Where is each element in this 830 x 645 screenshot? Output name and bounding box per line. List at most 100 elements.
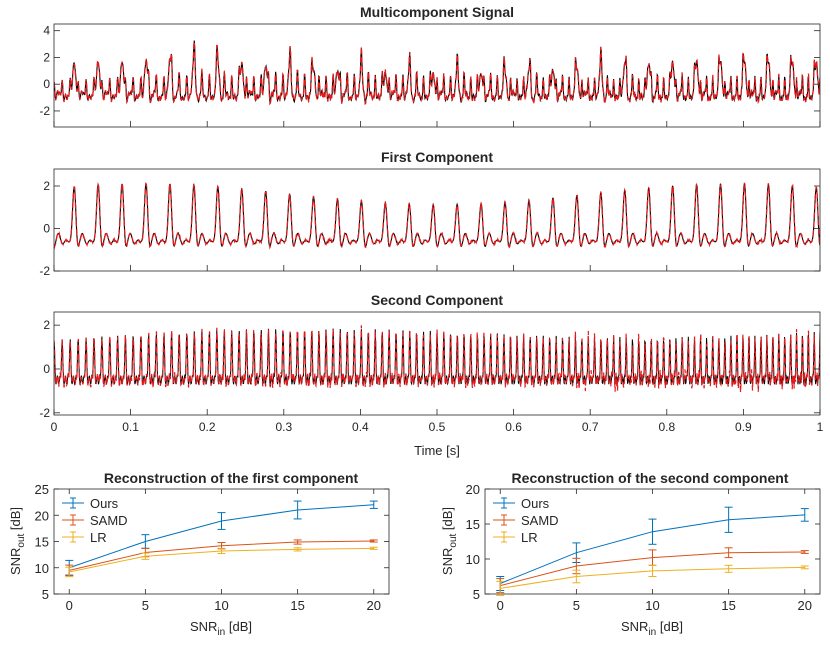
xlabel-snr-second: SNRin [dB] <box>621 619 683 638</box>
yticks-second: 2 0 -2 <box>39 318 820 420</box>
ytick-label: 0 <box>43 222 50 236</box>
errorbar-samd <box>800 550 809 554</box>
ytick-label: 2 <box>43 179 50 193</box>
xlabel-main: SNR <box>190 619 217 634</box>
series-reconstruction-first <box>54 181 820 250</box>
snr-ytick-label: 5 <box>42 587 49 602</box>
snr-ytick-label: 20 <box>35 508 49 523</box>
errorbar-lr <box>724 564 733 573</box>
ylabel-snr-first: SNRout [dB] <box>8 507 27 575</box>
yticks-first: 2 0 -2 <box>39 179 821 278</box>
axes-box-first <box>53 168 821 272</box>
ytick-label: 2 <box>43 50 50 64</box>
errorbar-lr <box>800 565 809 570</box>
series-reference-first <box>54 183 820 248</box>
errorbar-ours <box>724 506 733 533</box>
snr-ytick-label: 20 <box>466 482 480 497</box>
errorbar-ours <box>648 518 657 545</box>
errorbar-samd <box>724 547 733 559</box>
snr-ytick-label: 15 <box>466 517 480 532</box>
ylabel-unit: [dB] <box>440 507 455 534</box>
errorbar-ours <box>369 500 378 509</box>
xlabel-snr-first: SNRin [dB] <box>190 619 252 638</box>
panel-snr-first: Reconstruction of the first component 25… <box>8 470 390 638</box>
snr-first-marks: 25 20 15 10 5 0 5 10 15 20 Ours SAMD LR <box>35 482 389 613</box>
yticks-multicomponent: 4 2 0 -2 <box>39 24 821 127</box>
errorbar-samd <box>369 539 378 543</box>
snr-xtick-label: 0 <box>66 598 73 613</box>
xtick-label: 0.1 <box>122 420 139 434</box>
errorbar-lr <box>369 546 378 550</box>
title-first-component: First Component <box>381 149 493 165</box>
errorbar-lr <box>648 564 657 577</box>
ylabel-main: SNR <box>440 548 455 575</box>
xtick-label: 0.2 <box>199 420 216 434</box>
panel-snr-second: Reconstruction of the second component 2… <box>440 470 821 638</box>
errorbar-lr <box>293 547 302 552</box>
ytick-label: -2 <box>39 406 50 420</box>
panel-multicomponent: Multicomponent Signal 4 2 0 -2 <box>39 4 821 128</box>
errorbar-ours <box>217 512 226 530</box>
legend-label-samd: SAMD <box>90 513 128 528</box>
legend-label-samd: SAMD <box>521 513 559 528</box>
errorbar-ours <box>141 534 150 549</box>
snr-ytick-label: 5 <box>473 587 480 602</box>
ytick-label: -2 <box>39 264 50 278</box>
series-reconstruction-second <box>54 325 820 393</box>
errorbar-lr <box>572 569 581 584</box>
ylabel-snr-second: SNRout [dB] <box>440 507 459 575</box>
xticks-time: 0 0.1 0.2 0.3 0.4 0.5 0.6 0.7 0.8 0.9 1 <box>51 409 824 434</box>
errorbar-samd <box>293 539 302 545</box>
errorbar-lr <box>65 566 74 578</box>
xtick-label: 0.5 <box>429 420 446 434</box>
ytick-label: -2 <box>39 104 50 118</box>
snr-xtick-label: 15 <box>721 598 735 613</box>
snr-ytick-label: 10 <box>35 561 49 576</box>
snr-xtick-label: 5 <box>573 598 580 613</box>
xtick-label: 0.6 <box>505 420 522 434</box>
xtick-label: 1 <box>817 420 824 434</box>
errorbar-lr <box>217 547 226 555</box>
xtick-label: 0 <box>51 420 58 434</box>
panel-first-component: First Component 2 0 -2 <box>39 149 821 278</box>
snr-xtick-label: 15 <box>290 598 304 613</box>
xtick-label: 0.4 <box>352 420 369 434</box>
xlabel-sub: in <box>217 627 225 638</box>
ytick-label: 0 <box>43 77 50 91</box>
legend-label-ours: Ours <box>521 496 550 511</box>
series-reconstruction-multicomponent <box>54 41 820 106</box>
snr-xtick-label: 0 <box>497 598 504 613</box>
xlabel-unit: [dB] <box>656 619 683 634</box>
errorbar-lr <box>141 552 150 560</box>
legend: Ours SAMD LR <box>493 496 559 545</box>
snr-xtick-label: 10 <box>214 598 228 613</box>
snr-xtick-label: 10 <box>645 598 659 613</box>
snr-ytick-label: 25 <box>35 482 49 497</box>
ytick-label: 4 <box>43 24 50 38</box>
title-multicomponent: Multicomponent Signal <box>360 4 514 20</box>
ylabel-sub: out <box>16 533 27 547</box>
panel-second-component: Second Component 20-2 0 0.1 0.2 0.3 0.4 0.5 0.… <box>39 292 823 458</box>
ylabel-main: SNR <box>8 548 23 575</box>
ylabel-sub: out <box>448 533 459 547</box>
errorbar-ours <box>800 508 809 522</box>
xlabel-main: SNR <box>621 619 648 634</box>
snr-ytick-label: 10 <box>466 552 480 567</box>
title-snr-first: Reconstruction of the first component <box>104 470 359 486</box>
snr-ytick-label: 15 <box>35 535 49 550</box>
errorbar-ours <box>293 500 302 520</box>
snr-second-marks: 20 15 10 5 0 5 10 15 20 Ours SAMD LR <box>466 482 820 613</box>
ytick-label: 2 <box>43 318 50 332</box>
ylabel-unit: [dB] <box>8 507 23 534</box>
snr-xtick-label: 20 <box>367 598 381 613</box>
errorbar-lr <box>496 580 505 596</box>
title-second-component: Second Component <box>371 292 504 308</box>
xtick-label: 0.8 <box>658 420 675 434</box>
legend-label-lr: LR <box>521 530 538 545</box>
legend-label-lr: LR <box>90 530 107 545</box>
title-snr-second: Reconstruction of the second component <box>512 470 789 486</box>
snr-xtick-label: 5 <box>142 598 149 613</box>
legend-label-ours: Ours <box>90 496 119 511</box>
